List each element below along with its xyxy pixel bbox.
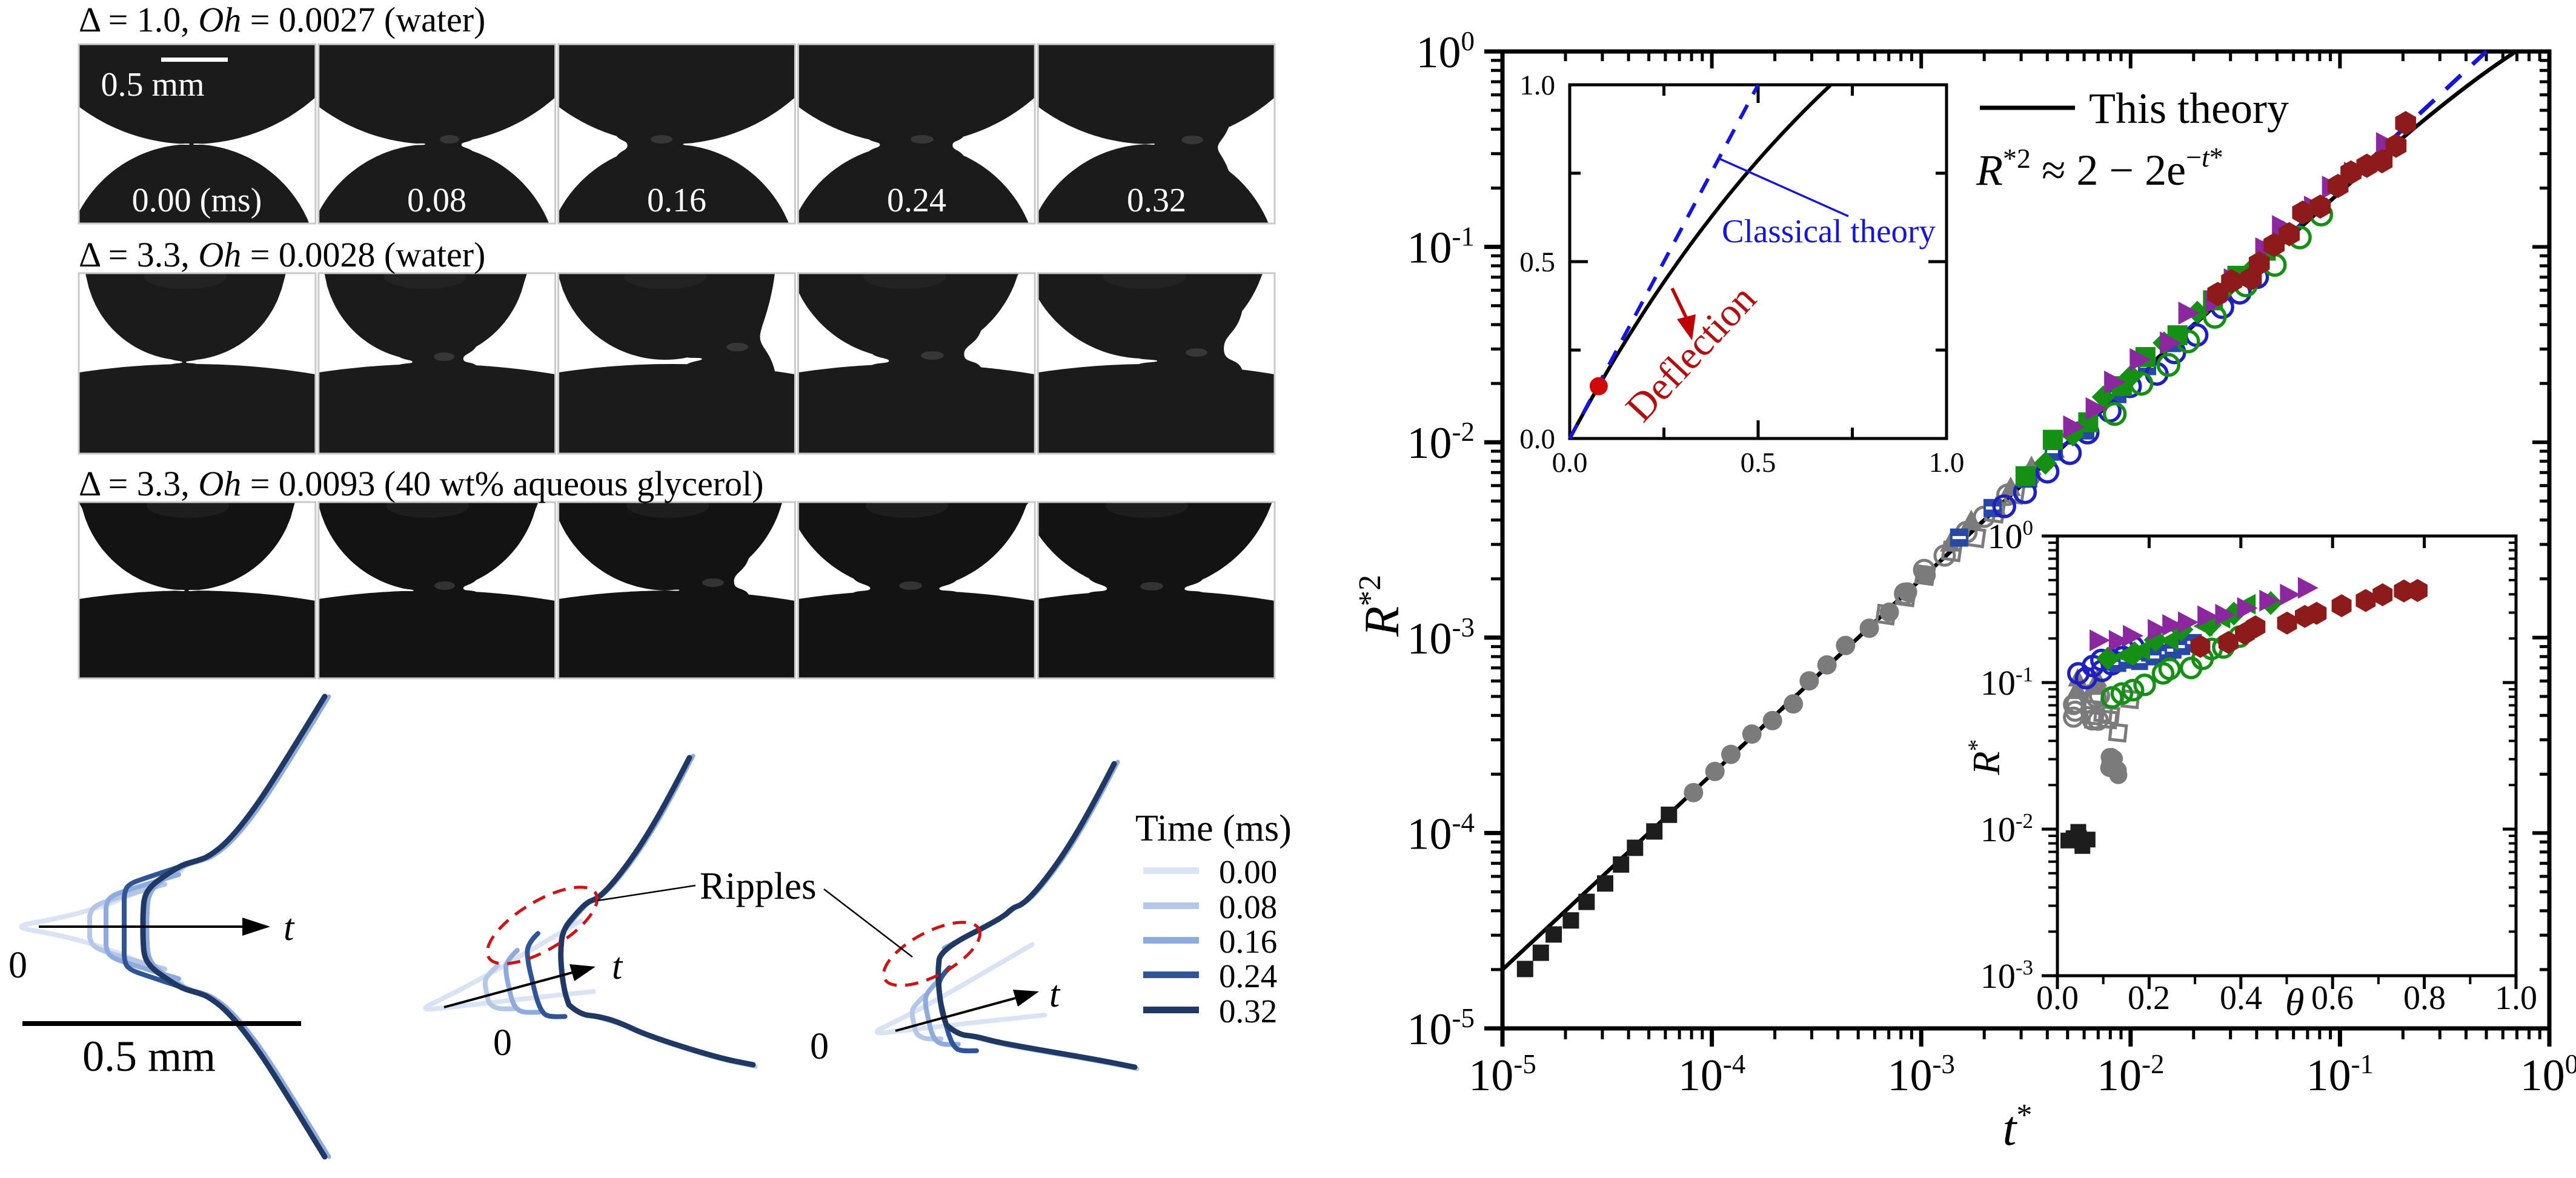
svg-text:0: 0 <box>493 1022 512 1064</box>
svg-text:0.00 (ms): 0.00 (ms) <box>132 182 262 219</box>
svg-text:0.8: 0.8 <box>2403 979 2446 1017</box>
svg-text:10-5: 10-5 <box>1469 1049 1536 1100</box>
svg-text:1.0: 1.0 <box>2495 979 2537 1017</box>
svg-text:0.16: 0.16 <box>1219 923 1277 960</box>
svg-text:Δ = 3.3, Oh = 0.0028 (water): Δ = 3.3, Oh = 0.0028 (water) <box>79 235 485 274</box>
svg-text:0.24: 0.24 <box>887 182 946 219</box>
svg-text:0.5 mm: 0.5 mm <box>101 66 204 104</box>
svg-text:This theory: This theory <box>2089 84 2289 133</box>
svg-text:0.0: 0.0 <box>1552 447 1588 478</box>
svg-text:Time (ms): Time (ms) <box>1135 808 1292 849</box>
svg-text:0.16: 0.16 <box>647 182 706 219</box>
svg-text:0.32: 0.32 <box>1219 993 1277 1030</box>
svg-text:1.0: 1.0 <box>1929 447 1965 478</box>
svg-text:Ripples: Ripples <box>700 865 817 907</box>
svg-text:0.24: 0.24 <box>1219 958 1277 994</box>
svg-text:10-3: 10-3 <box>1980 956 2033 996</box>
svg-text:0.08: 0.08 <box>1219 888 1277 925</box>
svg-text:0: 0 <box>810 1026 829 1067</box>
svg-text:0: 0 <box>8 945 27 986</box>
svg-text:0.00: 0.00 <box>1219 853 1277 890</box>
svg-text:R*2: R*2 <box>1353 575 1409 637</box>
svg-text:0.5: 0.5 <box>1741 447 1776 478</box>
svg-text:0.32: 0.32 <box>1127 182 1186 219</box>
svg-text:0.0: 0.0 <box>2036 979 2079 1017</box>
svg-text:0.5: 0.5 <box>1519 247 1555 278</box>
svg-text:0.0: 0.0 <box>1519 423 1555 455</box>
svg-text:t: t <box>1049 974 1061 1015</box>
svg-text:θ: θ <box>2285 981 2304 1024</box>
svg-text:0.5 mm: 0.5 mm <box>82 1032 216 1080</box>
svg-text:0.2: 0.2 <box>2128 979 2170 1017</box>
svg-text:R*2 ≈ 2 − 2e−t*: R*2 ≈ 2 − 2e−t* <box>1976 142 2223 194</box>
svg-text:t: t <box>284 907 295 948</box>
svg-text:R*: R* <box>1963 739 2008 775</box>
svg-text:t: t <box>612 946 623 987</box>
svg-text:0.08: 0.08 <box>407 182 466 219</box>
svg-text:Δ = 1.0, Oh = 0.0027 (water): Δ = 1.0, Oh = 0.0027 (water) <box>79 0 485 39</box>
svg-text:Classical theory: Classical theory <box>1722 213 1936 250</box>
svg-text:Δ = 3.3, Oh = 0.0093 (40 wt% a: Δ = 3.3, Oh = 0.0093 (40 wt% aqueous gly… <box>79 464 763 503</box>
svg-text:0.6: 0.6 <box>2311 979 2354 1017</box>
svg-text:1.0: 1.0 <box>1519 70 1555 101</box>
svg-text:t*: t* <box>2003 1098 2033 1156</box>
svg-text:0.4: 0.4 <box>2220 979 2262 1017</box>
svg-text:10-3: 10-3 <box>1887 1049 1955 1100</box>
